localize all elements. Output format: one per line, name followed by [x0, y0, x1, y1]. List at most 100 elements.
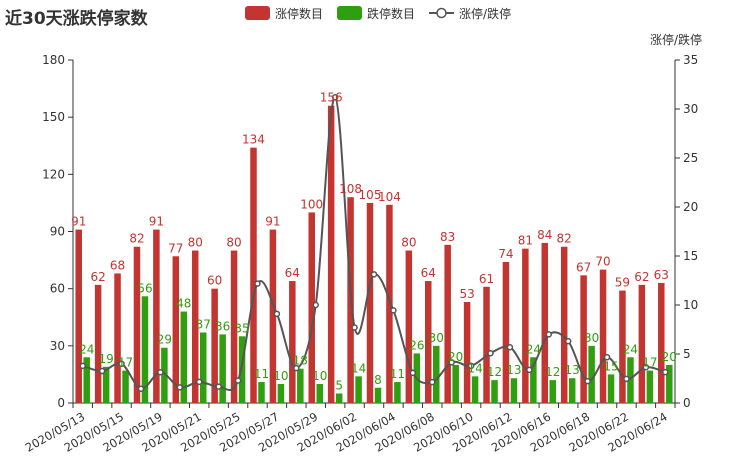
ratio-point	[370, 271, 378, 278]
limit-down-bar	[530, 357, 537, 403]
legend-item-limit-down[interactable]: 跌停数目	[337, 5, 415, 22]
limit-up-bar	[211, 288, 218, 403]
limit-down-data-label: 20	[448, 350, 463, 364]
legend[interactable]: 涨停数目 跌停数目 涨停/跌停	[245, 4, 525, 22]
limit-up-data-label: 70	[595, 255, 610, 269]
limit-up-data-label: 62	[634, 270, 649, 284]
ratio-point	[564, 337, 572, 345]
limit-down-bar	[491, 380, 498, 403]
right-tick-label: 15	[683, 249, 698, 263]
limit-up-data-label: 80	[188, 236, 203, 250]
ratio-point	[409, 369, 417, 377]
limit-down-bar	[607, 374, 615, 403]
bars	[75, 105, 673, 403]
right-tick-label: 35	[683, 53, 698, 67]
limit-up-bar	[94, 284, 102, 403]
limit-up-bar	[172, 256, 180, 403]
right-tick-label: 25	[683, 151, 698, 165]
limit-up-data-label: 100	[300, 197, 323, 211]
limit-down-data-label: 48	[176, 297, 191, 311]
right-axis-name: 涨停/跌停	[650, 32, 702, 47]
ratio-point	[526, 366, 533, 374]
limit-down-bar	[180, 311, 188, 403]
ratio-point	[429, 378, 436, 386]
legend-item-limit-up[interactable]: 涨停数目	[245, 5, 323, 22]
limit-up-bar	[502, 261, 510, 403]
limit-up-data-label: 104	[378, 190, 401, 204]
limit-down-bar	[199, 332, 207, 403]
limit-down-bar	[374, 387, 382, 403]
limit-up-data-label: 74	[498, 247, 513, 261]
limit-down-data-label: 24	[526, 342, 541, 356]
limit-up-bar	[289, 281, 296, 403]
ratio-point	[215, 383, 222, 390]
limit-down-swatch-icon	[337, 6, 363, 20]
limit-up-bar	[386, 204, 393, 403]
limit-down-data-label: 35	[234, 321, 249, 335]
limit-down-data-label: 26	[409, 338, 424, 352]
limit-down-data-label: 29	[157, 333, 172, 347]
limit-down-bar	[588, 345, 595, 403]
ratio-point	[662, 368, 669, 376]
ratio-point	[331, 93, 339, 101]
limit-up-bar	[153, 229, 160, 403]
limit-up-bar	[230, 250, 238, 403]
limit-down-bar	[122, 370, 129, 403]
limit-up-bar	[560, 246, 568, 403]
ratio-point	[118, 360, 125, 368]
limit-up-data-label: 64	[285, 266, 300, 280]
limit-down-data-label: 24	[623, 342, 638, 356]
ratio-point	[195, 378, 203, 386]
limit-up-bar	[541, 242, 549, 403]
limit-down-bar	[335, 393, 343, 403]
limit-down-bar	[568, 378, 576, 403]
limit-up-bar	[366, 202, 374, 403]
limit-up-data-label: 108	[339, 182, 362, 196]
limit-up-bar	[269, 229, 277, 403]
limit-up-data-label: 62	[90, 270, 105, 284]
limit-down-data-label: 14	[467, 361, 482, 375]
limit-up-data-label: 64	[421, 266, 436, 280]
limit-down-data-label: 18	[293, 354, 308, 368]
limit-up-data-label: 105	[359, 188, 382, 202]
left-tick-label: 150	[42, 110, 65, 124]
limit-up-data-label: 83	[440, 230, 455, 244]
limit-down-data-label: 5	[335, 378, 343, 392]
left-tick-label: 90	[50, 225, 65, 239]
limit-up-bar	[463, 302, 471, 403]
limit-up-data-label: 53	[459, 287, 474, 301]
ratio-point	[467, 362, 475, 370]
ratio-point	[312, 301, 319, 309]
limit-down-data-label: 20	[662, 350, 677, 364]
limit-down-bar	[452, 364, 459, 403]
limit-down-bar	[627, 357, 634, 403]
ratio-line-series	[79, 93, 669, 392]
limit-up-bar	[599, 269, 607, 403]
limit-down-bar	[141, 296, 149, 403]
limit-down-bar	[471, 376, 479, 403]
ratio-point	[487, 349, 494, 357]
limit-up-data-label: 82	[557, 232, 572, 246]
ratio-point	[623, 375, 630, 383]
ratio-line-icon	[429, 7, 455, 19]
limit-up-data-label: 134	[242, 133, 265, 147]
limit-up-bar	[308, 212, 315, 403]
limit-up-data-label: 91	[265, 215, 280, 229]
axes: 0 30 60 90 120 150 180 0 5 10 15 20 25 30 35	[42, 53, 698, 410]
limit-down-bar	[394, 382, 401, 403]
limit-up-data-label: 67	[576, 260, 591, 274]
limit-up-bar	[327, 105, 335, 403]
ratio-point	[176, 384, 184, 391]
right-tick-label: 5	[683, 347, 691, 361]
limit-up-bar	[638, 284, 646, 403]
limit-up-data-label: 80	[226, 236, 241, 250]
limit-up-data-label: 156	[320, 91, 343, 105]
ratio-point	[390, 307, 397, 314]
left-tick-label: 180	[42, 53, 65, 67]
limit-down-data-label: 17	[118, 356, 133, 370]
limit-down-data-label: 30	[584, 331, 599, 345]
legend-item-ratio[interactable]: 涨停/跌停	[429, 5, 511, 22]
limit-up-bar	[444, 244, 451, 403]
limit-up-bar	[133, 246, 141, 403]
